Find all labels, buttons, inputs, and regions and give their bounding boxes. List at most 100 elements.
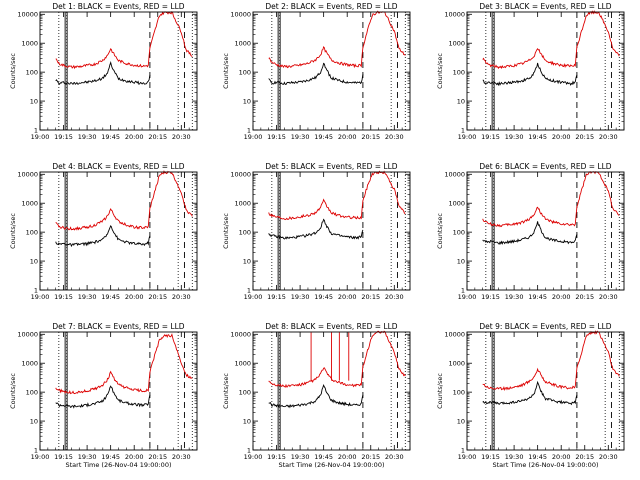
x-tick-label: 19:00 [458, 293, 477, 301]
lld-series-line [55, 170, 193, 231]
y-tick-label: 100 [26, 68, 38, 76]
y-axis-label: Counts/sec [222, 53, 230, 89]
y-tick-label: 100 [239, 228, 251, 236]
y-tick-label: 10000 [17, 331, 38, 339]
x-tick-label: 19:00 [244, 453, 263, 461]
panel-det-9: Det 9: BLACK = Events, RED = LLD 1 10 100 10… [436, 322, 625, 469]
x-tick-label: 19:15 [267, 453, 286, 461]
y-tick-label: 1 [34, 126, 38, 134]
panel-title: Det 3: BLACK = Events, RED = LLD [479, 2, 611, 11]
y-tick-label: 1000 [448, 360, 465, 368]
x-tick-label: 20:30 [385, 133, 404, 141]
events-series-line [268, 62, 364, 86]
y-tick-label: 100 [26, 228, 38, 236]
x-tick-label: 19:45 [528, 453, 547, 461]
x-tick-label: 20:00 [552, 453, 571, 461]
panel-det-2: Det 2: BLACK = Events, RED = LLD 1 10 100 10… [222, 2, 411, 141]
plot-frame [39, 11, 198, 131]
x-tick-label: 19:30 [291, 293, 310, 301]
x-tick-label: 19:45 [101, 293, 120, 301]
plot-frame [466, 11, 625, 131]
y-tick-label: 10000 [230, 11, 251, 19]
panel-title: Det 2: BLACK = Events, RED = LLD [265, 2, 397, 11]
x-tick-label: 19:15 [54, 133, 73, 141]
y-tick-label: 1000 [21, 40, 38, 48]
x-tick-label: 19:45 [101, 453, 120, 461]
y-tick-label: 1000 [234, 360, 251, 368]
y-tick-label: 1 [247, 286, 251, 294]
y-axis-label: Counts/sec [9, 373, 17, 409]
y-tick-label: 1 [34, 446, 38, 454]
panel-det-7: Det 7: BLACK = Events, RED = LLD 1 10 100 10… [9, 322, 198, 469]
x-tick-label: 19:15 [481, 293, 500, 301]
plot-frame [39, 331, 198, 451]
events-series-line [482, 380, 578, 406]
y-tick-label: 10 [457, 417, 465, 425]
x-tick-label: 19:15 [267, 133, 286, 141]
x-tick-label: 20:00 [125, 293, 144, 301]
events-series-line [55, 60, 151, 86]
y-tick-label: 10000 [17, 11, 38, 19]
y-tick-label: 10000 [444, 171, 465, 179]
y-tick-label: 10 [243, 97, 251, 105]
x-axis-label: Start Time (26-Nov-04 19:00:00) [493, 461, 599, 469]
x-tick-label: 20:15 [575, 453, 594, 461]
x-tick-label: 19:30 [78, 453, 97, 461]
y-tick-label: 10 [30, 257, 38, 265]
y-tick-label: 100 [239, 388, 251, 396]
x-tick-label: 20:30 [599, 453, 618, 461]
x-tick-label: 19:00 [244, 133, 263, 141]
y-tick-label: 1000 [21, 200, 38, 208]
panel-det-1: Det 1: BLACK = Events, RED = LLD 1 10 100 10… [9, 2, 198, 141]
x-tick-label: 19:30 [505, 293, 524, 301]
y-tick-label: 1 [247, 126, 251, 134]
y-tick-label: 10 [30, 97, 38, 105]
x-tick-label: 19:30 [505, 453, 524, 461]
panel-title: Det 4: BLACK = Events, RED = LLD [52, 162, 184, 171]
panel-title: Det 5: BLACK = Events, RED = LLD [265, 162, 397, 171]
lld-series-line [268, 10, 406, 69]
y-axis-label: Counts/sec [436, 373, 444, 409]
x-tick-label: 20:15 [148, 133, 167, 141]
y-tick-label: 100 [453, 388, 465, 396]
x-tick-label: 20:30 [599, 133, 618, 141]
lld-series-line [482, 10, 620, 70]
x-tick-label: 20:00 [338, 453, 357, 461]
y-tick-label: 10 [243, 257, 251, 265]
x-tick-label: 20:15 [575, 133, 594, 141]
panel-title: Det 7: BLACK = Events, RED = LLD [52, 322, 184, 331]
plot-frame [252, 171, 411, 291]
y-tick-label: 1000 [21, 360, 38, 368]
y-tick-label: 10 [457, 97, 465, 105]
x-tick-label: 20:00 [552, 133, 571, 141]
x-tick-label: 20:00 [338, 133, 357, 141]
x-tick-label: 20:15 [148, 293, 167, 301]
x-tick-label: 20:30 [385, 293, 404, 301]
panel-det-4: Det 4: BLACK = Events, RED = LLD 1 10 100 10… [9, 162, 198, 301]
events-series-line [55, 225, 151, 248]
x-tick-label: 19:15 [481, 453, 500, 461]
y-tick-label: 10000 [444, 331, 465, 339]
lld-series-line [482, 171, 620, 228]
y-tick-label: 10 [30, 417, 38, 425]
y-tick-label: 10 [243, 417, 251, 425]
x-tick-label: 20:15 [361, 293, 380, 301]
plot-frame [252, 331, 411, 451]
x-tick-label: 19:45 [528, 293, 547, 301]
panel-title: Det 8: BLACK = Events, RED = LLD [265, 322, 397, 331]
x-tick-label: 20:00 [125, 133, 144, 141]
y-axis-label: Counts/sec [436, 53, 444, 89]
x-tick-label: 19:45 [314, 453, 333, 461]
y-tick-label: 1 [461, 446, 465, 454]
x-tick-label: 20:15 [361, 133, 380, 141]
x-tick-label: 19:15 [54, 453, 73, 461]
panel-det-3: Det 3: BLACK = Events, RED = LLD 1 10 100 10… [436, 2, 625, 141]
x-tick-label: 19:45 [314, 293, 333, 301]
lld-series-line [55, 10, 193, 70]
panel-title: Det 6: BLACK = Events, RED = LLD [479, 162, 611, 171]
x-tick-label: 20:15 [148, 453, 167, 461]
events-series-line [482, 62, 578, 87]
y-tick-label: 1000 [448, 40, 465, 48]
events-series-line [268, 218, 364, 240]
